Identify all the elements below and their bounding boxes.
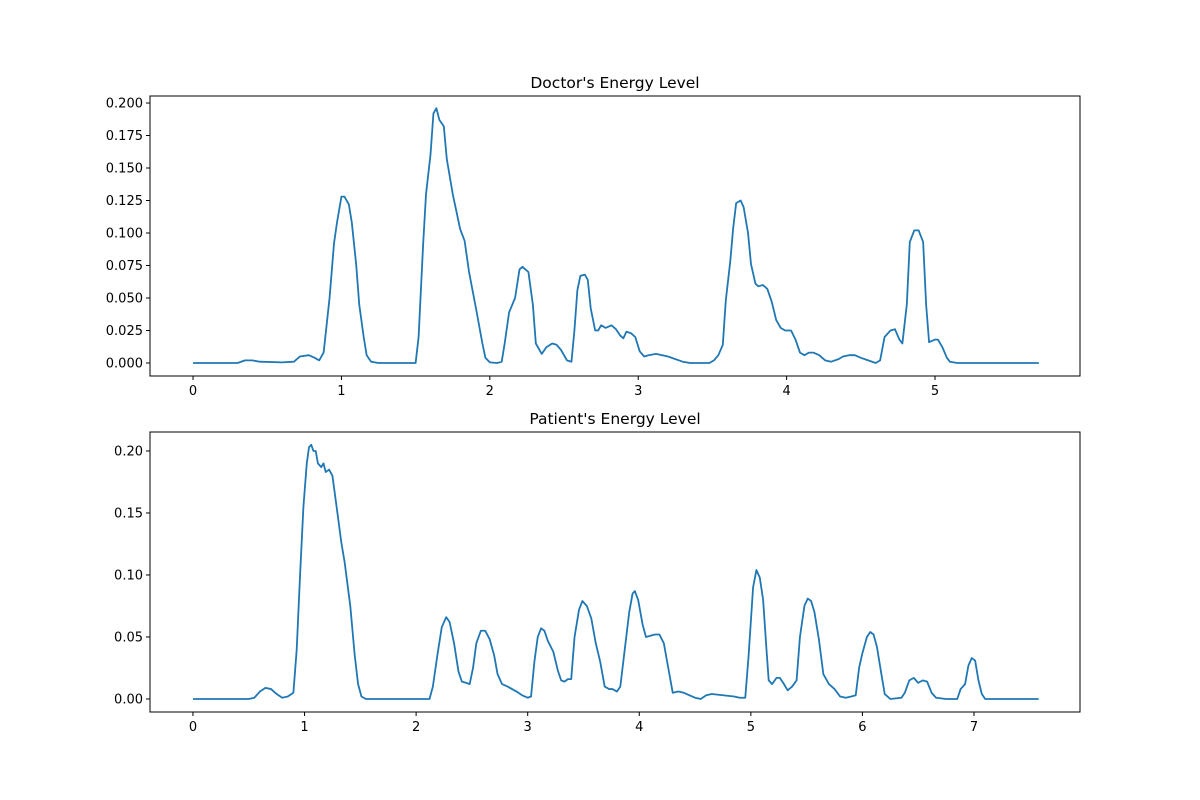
axes-frame — [149, 431, 1081, 713]
x-tick-label: 2 — [412, 720, 420, 735]
x-tick-label: 6 — [858, 720, 866, 735]
chart-title: Doctor's Energy Level — [530, 74, 699, 92]
y-tick-label: 0.10 — [114, 568, 143, 583]
x-tick-label: 4 — [635, 720, 643, 735]
line-series — [192, 443, 1039, 700]
y-tick-label: 0.175 — [106, 129, 143, 144]
chart-title: Patient's Energy Level — [529, 410, 700, 428]
x-tick-label: 5 — [747, 720, 755, 735]
y-tick-label: 0.075 — [106, 259, 143, 274]
y-tick-label: 0.100 — [106, 227, 143, 242]
y-tick-label: 0.200 — [106, 97, 143, 112]
x-tick-label: 0 — [189, 720, 197, 735]
y-tick-label: 0.05 — [114, 630, 143, 645]
line-series — [193, 107, 1039, 364]
x-tick-label: 0 — [189, 384, 197, 399]
y-tick-label: 0.15 — [114, 506, 143, 521]
y-tick-label: 0.00 — [114, 692, 143, 707]
y-tick-label: 0.025 — [106, 324, 143, 339]
x-tick-label: 2 — [486, 384, 494, 399]
x-tick-label: 1 — [337, 384, 345, 399]
y-tick-label: 0.050 — [106, 292, 143, 307]
y-tick-label: 0.150 — [106, 162, 143, 177]
x-tick-label: 7 — [970, 720, 978, 735]
x-tick-label: 4 — [782, 384, 790, 399]
x-tick-label: 5 — [931, 384, 939, 399]
x-tick-label: 3 — [524, 720, 532, 735]
y-tick-label: 0.20 — [114, 444, 143, 459]
axes-frame — [149, 95, 1081, 377]
y-tick-label: 0.125 — [106, 194, 143, 209]
y-tick-label: 0.000 — [106, 357, 143, 372]
x-tick-label: 1 — [300, 720, 308, 735]
x-tick-label: 3 — [634, 384, 642, 399]
